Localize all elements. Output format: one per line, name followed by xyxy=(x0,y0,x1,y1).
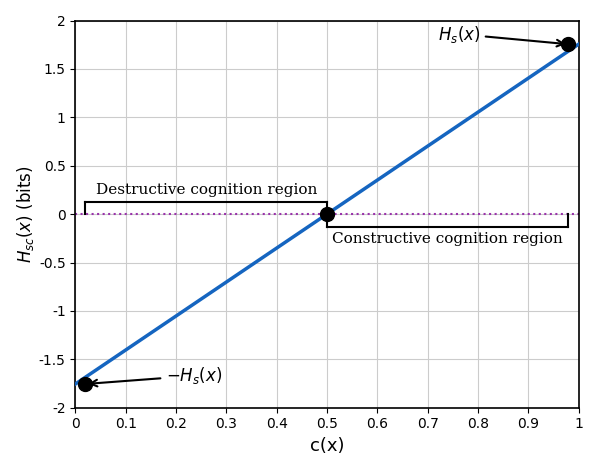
Text: $H_s(x)$: $H_s(x)$ xyxy=(438,24,563,47)
Text: Constructive cognition region: Constructive cognition region xyxy=(332,232,563,245)
X-axis label: c(x): c(x) xyxy=(310,437,344,455)
Text: Destructive cognition region: Destructive cognition region xyxy=(96,183,317,196)
Y-axis label: $H_{sc}(x)$ (bits): $H_{sc}(x)$ (bits) xyxy=(15,165,36,263)
Text: $-H_s(x)$: $-H_s(x)$ xyxy=(90,365,222,386)
